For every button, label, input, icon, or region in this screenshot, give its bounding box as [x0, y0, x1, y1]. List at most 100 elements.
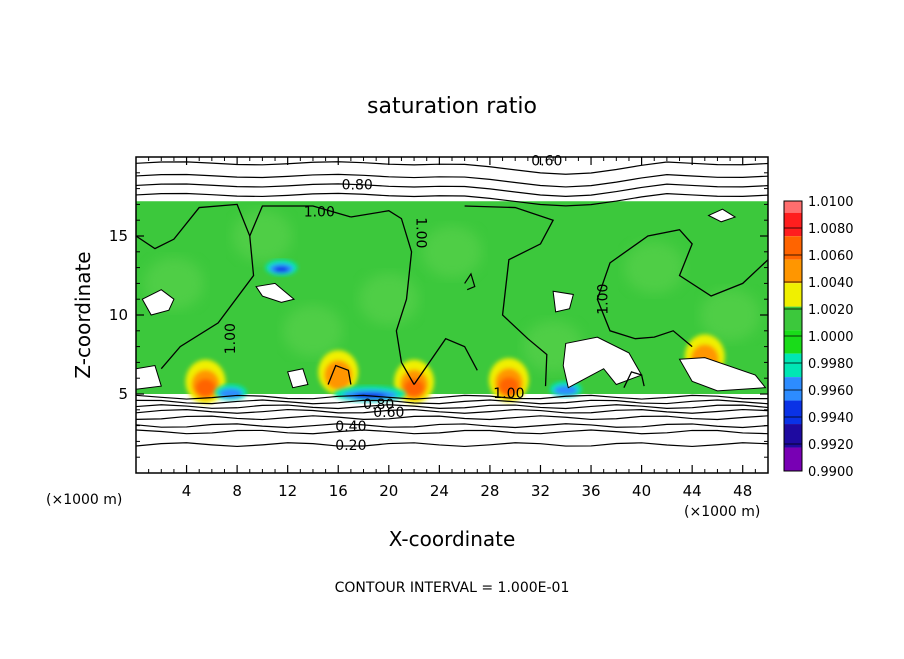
- contour-0.40: [136, 423, 768, 429]
- colorbar-swatch: [784, 424, 802, 448]
- colorbar-swatch: [784, 236, 802, 260]
- contour-0.70: [136, 404, 768, 410]
- x-tick-label: 12: [278, 482, 297, 500]
- colorbar-swatch: [784, 377, 802, 401]
- y-tick-label: 15: [109, 227, 128, 245]
- colorbar-label: 1.0100: [808, 195, 854, 210]
- contour-0.50: [136, 415, 768, 421]
- field-minimum: [214, 384, 247, 401]
- undefined-regions: [136, 208, 767, 392]
- contour-labels: 0.600.801.001.001.001.001.000.800.600.40…: [223, 154, 612, 454]
- x-tick-label: 4: [182, 482, 192, 500]
- colorbar-label: 1.0080: [808, 222, 854, 237]
- x-unit-left: (×1000 m): [46, 492, 122, 508]
- field-texture: [700, 289, 761, 341]
- field-minimum: [265, 259, 298, 276]
- colorbar-swatch: [784, 201, 802, 213]
- x-tick-label: 32: [531, 482, 550, 500]
- x-tick-label: 40: [632, 482, 651, 500]
- colorbar-swatch: [784, 283, 802, 307]
- contour-lines: [136, 161, 768, 448]
- undefined-patch: [562, 336, 643, 389]
- y-axis-label: Z-coordinate: [71, 251, 95, 378]
- contour-1.00: [464, 272, 476, 291]
- colorbar-label: 1.0040: [808, 276, 854, 291]
- field-texture: [358, 273, 419, 326]
- colorbar-label: 1.0000: [808, 330, 854, 345]
- x-tick-label: 48: [733, 482, 752, 500]
- y-tick-label: 10: [109, 306, 128, 324]
- contour-label: 1.00: [493, 386, 524, 402]
- contour-label: 0.40: [335, 419, 366, 435]
- field-minimum: [333, 386, 406, 402]
- undefined-patch: [287, 368, 309, 389]
- x-unit-right: (×1000 m): [684, 504, 760, 520]
- x-tick-label: 8: [232, 482, 242, 500]
- contour-0.20: [136, 442, 768, 448]
- contour-interval-note: CONTOUR INTERVAL = 1.000E-01: [335, 580, 570, 596]
- contour-0.90: [136, 394, 768, 400]
- undefined-patch: [255, 282, 296, 303]
- contour-0.80-top: [136, 183, 768, 197]
- contour-1.00: [413, 337, 478, 385]
- colorbar-swatch: [784, 259, 802, 284]
- undefined-patch: [136, 364, 162, 390]
- field-maximum: [488, 358, 529, 403]
- contour-1.00: [136, 203, 255, 370]
- colorbar-label: 0.9960: [808, 384, 854, 399]
- contour-0.60-top: [136, 161, 768, 175]
- field-texture: [422, 225, 482, 278]
- contour-label: 1.00: [596, 284, 612, 315]
- undefined-patch: [552, 290, 574, 313]
- contour-1.00: [596, 228, 768, 348]
- contour-0.60: [136, 408, 768, 414]
- contour-1.00: [249, 205, 352, 237]
- field-minimum: [549, 381, 582, 398]
- x-tick-label: 36: [581, 482, 600, 500]
- colorbar-swatch: [784, 353, 802, 378]
- y-axis: 5 10 15: [109, 172, 768, 458]
- colorbar-swatch: [784, 400, 802, 425]
- contour-label: 0.80: [363, 397, 394, 413]
- contour-0.80: [136, 399, 768, 405]
- colorbar: 1.0100 1.0080 1.0060 1.0040 1.0020 1.0000 0.99…: [783, 195, 854, 480]
- contour-1.00: [327, 364, 352, 385]
- x-tick-label: 28: [480, 482, 499, 500]
- x-axis: 4 8 12 16 20 24 28 32 36 40 44 48: [148, 157, 756, 500]
- contour-0.70-top: [136, 173, 768, 188]
- x-tick-label: 24: [430, 482, 449, 500]
- colorbar-label: 0.9940: [808, 411, 854, 426]
- contour-label: 0.60: [373, 405, 404, 421]
- colorbar-label: 0.9920: [808, 438, 854, 453]
- colorbar-swatch: [784, 306, 802, 331]
- contour-0.30: [136, 429, 768, 435]
- contour-1.00: [623, 371, 645, 388]
- colorbar-label: 1.0060: [808, 249, 854, 264]
- colorbar-swatch: [784, 447, 802, 471]
- plot-area: [136, 161, 768, 448]
- chart-title: saturation ratio: [367, 94, 537, 119]
- contour-label: 1.00: [223, 323, 239, 354]
- colorbar-label: 1.0020: [808, 303, 854, 318]
- undefined-patch: [141, 289, 175, 316]
- colorbar-label: 0.9900: [808, 465, 854, 480]
- contour-label: 1.00: [412, 217, 428, 248]
- field-texture: [282, 304, 343, 357]
- contour-label: 0.20: [335, 438, 366, 454]
- contour-1.00: [464, 205, 555, 387]
- contour-0.90-top: [136, 192, 768, 207]
- contour-1.00: [350, 210, 415, 385]
- contour-label: 0.80: [342, 177, 373, 193]
- undefined-patch: [678, 357, 767, 392]
- x-tick-label: 16: [329, 482, 348, 500]
- contour-label: 1.00: [304, 204, 335, 220]
- contour-label: 0.60: [531, 154, 562, 170]
- field-texture: [232, 210, 293, 262]
- colorbar-swatch: [784, 330, 802, 354]
- x-tick-label: 44: [683, 482, 702, 500]
- field-texture: [624, 241, 685, 294]
- y-tick-label: 5: [118, 385, 128, 403]
- colorbar-swatch: [784, 212, 802, 237]
- colorbar-label: 0.9980: [808, 357, 854, 372]
